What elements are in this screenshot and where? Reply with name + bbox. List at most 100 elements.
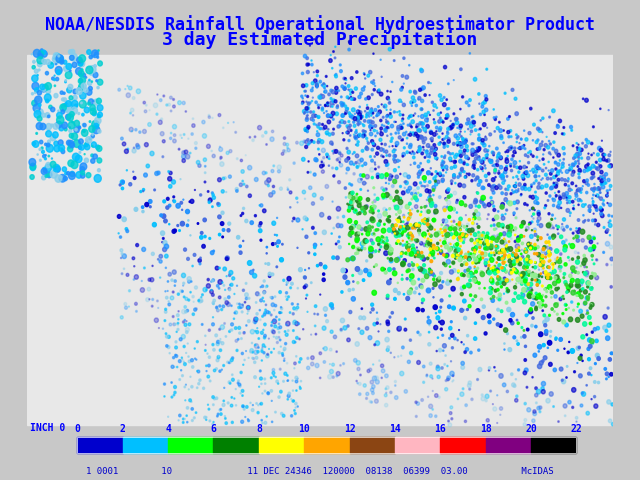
Circle shape — [500, 286, 502, 288]
Circle shape — [463, 261, 467, 265]
Circle shape — [275, 336, 278, 339]
Circle shape — [593, 396, 596, 398]
Circle shape — [167, 290, 168, 291]
Circle shape — [386, 240, 388, 242]
Circle shape — [508, 241, 509, 242]
Circle shape — [548, 170, 549, 171]
Circle shape — [433, 247, 435, 249]
Circle shape — [366, 198, 370, 201]
Circle shape — [604, 160, 605, 161]
Circle shape — [466, 228, 468, 231]
Circle shape — [507, 161, 508, 162]
Circle shape — [524, 345, 527, 348]
Circle shape — [428, 343, 431, 346]
Circle shape — [445, 243, 446, 244]
Circle shape — [286, 284, 287, 285]
Circle shape — [235, 132, 237, 133]
Circle shape — [403, 228, 406, 232]
Circle shape — [487, 127, 488, 128]
Circle shape — [300, 381, 301, 382]
Circle shape — [450, 125, 454, 129]
Circle shape — [360, 242, 364, 246]
Circle shape — [346, 147, 348, 149]
Circle shape — [429, 325, 430, 326]
Circle shape — [429, 152, 432, 155]
Circle shape — [430, 246, 434, 251]
Circle shape — [389, 174, 392, 177]
Circle shape — [415, 240, 418, 243]
Circle shape — [97, 105, 103, 111]
Circle shape — [468, 121, 470, 124]
Circle shape — [474, 257, 476, 259]
Circle shape — [266, 144, 268, 145]
Circle shape — [157, 300, 158, 302]
Circle shape — [97, 79, 103, 85]
Circle shape — [473, 213, 476, 216]
Circle shape — [373, 233, 374, 234]
Circle shape — [496, 116, 497, 118]
Circle shape — [454, 165, 456, 168]
Circle shape — [200, 257, 201, 259]
Circle shape — [599, 192, 601, 193]
Circle shape — [386, 121, 387, 123]
Circle shape — [361, 149, 364, 152]
Circle shape — [394, 60, 395, 61]
Circle shape — [148, 122, 151, 126]
Circle shape — [412, 268, 414, 271]
Circle shape — [438, 143, 441, 145]
Circle shape — [350, 225, 355, 230]
Circle shape — [323, 360, 326, 363]
Circle shape — [472, 164, 475, 167]
Circle shape — [332, 151, 333, 152]
Circle shape — [482, 157, 485, 161]
Circle shape — [299, 361, 300, 363]
Circle shape — [562, 193, 565, 196]
Circle shape — [340, 104, 344, 107]
Circle shape — [532, 140, 534, 141]
Circle shape — [70, 49, 75, 54]
Circle shape — [378, 214, 381, 218]
Circle shape — [420, 68, 422, 71]
Circle shape — [332, 256, 335, 259]
Circle shape — [429, 195, 431, 197]
Circle shape — [84, 131, 85, 132]
Circle shape — [81, 102, 82, 104]
Circle shape — [468, 305, 471, 308]
Circle shape — [54, 75, 55, 76]
Circle shape — [589, 211, 590, 212]
Circle shape — [278, 383, 279, 384]
Circle shape — [521, 275, 525, 278]
Circle shape — [45, 60, 50, 65]
Circle shape — [240, 215, 242, 216]
Circle shape — [481, 160, 484, 164]
Circle shape — [257, 328, 258, 329]
Circle shape — [387, 218, 389, 222]
Circle shape — [413, 182, 417, 186]
Circle shape — [442, 219, 445, 221]
Circle shape — [428, 316, 429, 318]
Circle shape — [477, 192, 479, 194]
Circle shape — [364, 247, 366, 250]
Circle shape — [431, 253, 434, 256]
Circle shape — [350, 203, 351, 204]
Circle shape — [389, 316, 391, 318]
Circle shape — [440, 98, 443, 101]
Circle shape — [536, 127, 540, 131]
Circle shape — [557, 204, 560, 208]
Circle shape — [458, 154, 460, 156]
Circle shape — [132, 115, 134, 116]
Circle shape — [351, 115, 355, 119]
Circle shape — [307, 125, 310, 129]
Circle shape — [378, 166, 380, 168]
Circle shape — [448, 247, 452, 252]
Circle shape — [302, 229, 303, 230]
Circle shape — [182, 310, 186, 314]
Circle shape — [209, 380, 211, 382]
Circle shape — [386, 163, 389, 166]
Circle shape — [582, 180, 586, 183]
Circle shape — [371, 217, 374, 221]
Circle shape — [422, 255, 424, 258]
Circle shape — [357, 122, 359, 125]
Circle shape — [30, 175, 34, 180]
Circle shape — [361, 247, 364, 250]
